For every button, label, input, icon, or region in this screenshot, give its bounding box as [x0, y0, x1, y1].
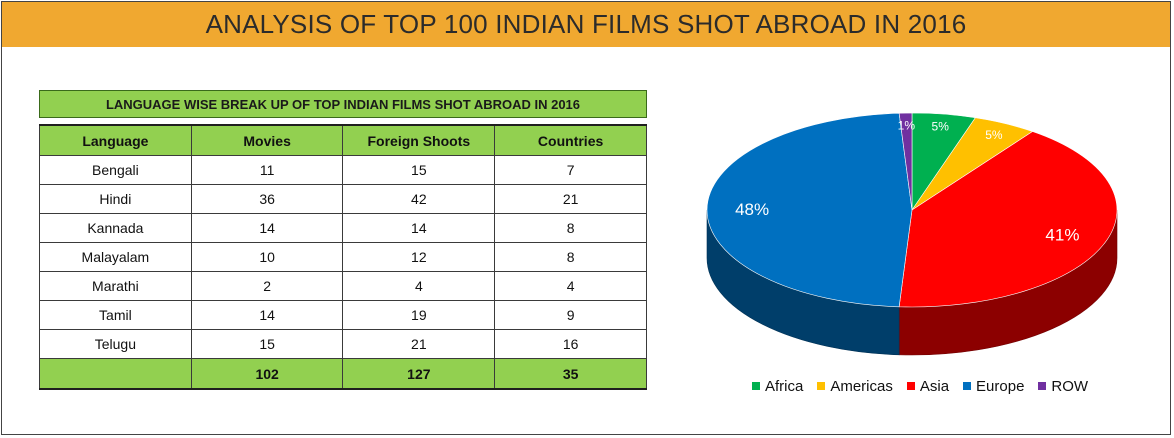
totals-cell: 35	[494, 358, 647, 390]
table-cell: 9	[494, 300, 647, 330]
pie-data-label: 5%	[985, 128, 1003, 142]
table-cell: 12	[342, 242, 496, 272]
table-row: Hindi 36 42 21	[39, 184, 647, 214]
table-cell: 7	[494, 155, 647, 185]
page-title: ANALYSIS OF TOP 100 INDIAN FILMS SHOT AB…	[2, 2, 1170, 47]
table-cell: 15	[190, 329, 344, 359]
legend-item-americas: Americas	[817, 378, 893, 395]
pie-slice-europe	[706, 112, 913, 308]
table-cell: Malayalam	[39, 242, 192, 272]
table-cell: Kannada	[39, 213, 192, 243]
table-row: Marathi 2 4 4	[39, 271, 647, 301]
legend-swatch	[817, 382, 826, 390]
chart-legend: Africa Americas Asia Europe ROW	[752, 375, 1088, 397]
totals-cell	[39, 358, 192, 390]
table-cell: 4	[342, 271, 496, 301]
pie-slice-asia	[898, 131, 1118, 308]
table-cell: 36	[190, 184, 344, 214]
table-cell: 8	[494, 242, 647, 272]
language-table: Language Movies Foreign Shoots Countries…	[39, 124, 647, 390]
table-cell: 14	[190, 300, 344, 330]
pie-slice-row	[898, 112, 913, 211]
legend-item-row: ROW	[1038, 378, 1088, 395]
table-cell: 14	[190, 213, 344, 243]
table-row: Kannada 14 14 8	[39, 213, 647, 243]
totals-cell: 102	[190, 358, 344, 390]
legend-label: Americas	[830, 377, 893, 395]
legend-label: Europe	[976, 377, 1025, 395]
table-cell: 15	[342, 155, 496, 185]
pie-data-label: 1%	[898, 119, 916, 133]
pie-chart: 5% 5% 41% 48% 1%	[706, 112, 1118, 356]
table-title: LANGUAGE WISE BREAK UP OF TOP INDIAN FIL…	[39, 90, 647, 118]
table-cell: 14	[342, 213, 496, 243]
legend-item-africa: Africa	[752, 378, 803, 395]
column-header: Language	[39, 124, 192, 156]
table-cell: Bengali	[39, 155, 192, 185]
column-header: Foreign Shoots	[342, 124, 496, 156]
table-header-row: Language Movies Foreign Shoots Countries	[39, 124, 647, 156]
legend-label: Asia	[919, 377, 950, 395]
table-cell: Marathi	[39, 271, 192, 301]
table-cell: Tamil	[39, 300, 192, 330]
totals-cell: 127	[342, 358, 496, 390]
table-row: Telugu 15 21 16	[39, 329, 647, 359]
column-header: Countries	[494, 124, 647, 156]
table-cell: 4	[494, 271, 647, 301]
table-row: Tamil 14 19 9	[39, 300, 647, 330]
table-cell: 8	[494, 213, 647, 243]
table-cell: 2	[190, 271, 344, 301]
legend-label: ROW	[1051, 377, 1089, 395]
table-cell: 16	[494, 329, 647, 359]
table-cell: 42	[342, 184, 496, 214]
legend-swatch	[1038, 382, 1047, 390]
pie-data-label: 41%	[1045, 226, 1079, 245]
pie-data-label: 5%	[932, 120, 950, 134]
table-cell: 21	[342, 329, 496, 359]
table-cell: 21	[494, 184, 647, 214]
pie-data-label: 48%	[735, 200, 769, 219]
legend-swatch	[906, 382, 915, 390]
column-header: Movies	[190, 124, 344, 156]
table-cell: Hindi	[39, 184, 192, 214]
table-cell: 10	[190, 242, 344, 272]
legend-swatch	[963, 382, 972, 390]
table-row: Malayalam 10 12 8	[39, 242, 647, 272]
totals-row: 102 127 35	[39, 358, 647, 390]
table-cell: 19	[342, 300, 496, 330]
legend-item-asia: Asia	[906, 377, 950, 395]
legend-item-europe: Europe	[963, 378, 1024, 395]
legend-swatch	[752, 382, 760, 390]
table-row: Bengali 11 15 7	[39, 155, 647, 185]
table-cell: Telugu	[39, 329, 192, 359]
legend-label: Africa	[765, 377, 804, 395]
table-cell: 11	[190, 155, 344, 185]
